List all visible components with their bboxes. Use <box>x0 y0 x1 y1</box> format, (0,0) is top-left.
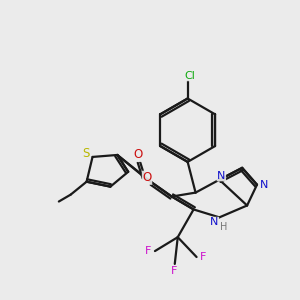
Text: S: S <box>82 148 89 160</box>
Text: N: N <box>260 180 268 190</box>
Text: F: F <box>171 266 177 276</box>
Text: Cl: Cl <box>184 71 195 81</box>
Text: H: H <box>220 222 227 232</box>
Text: N: N <box>210 217 219 227</box>
Text: O: O <box>134 148 143 161</box>
Text: N: N <box>217 171 226 181</box>
Text: F: F <box>200 252 207 262</box>
Text: F: F <box>145 246 151 256</box>
Text: O: O <box>142 171 152 184</box>
